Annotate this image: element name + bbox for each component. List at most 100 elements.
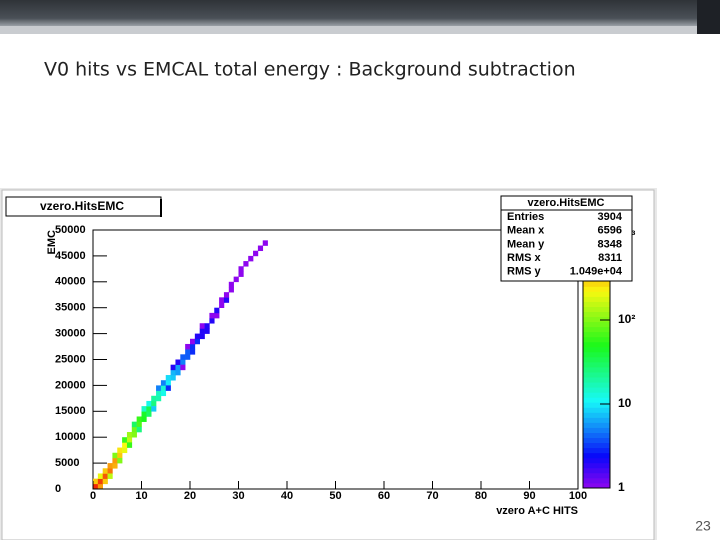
cell (160, 385, 167, 391)
cell (141, 411, 147, 417)
cell (209, 312, 215, 319)
cell (204, 328, 210, 334)
cell (223, 292, 230, 298)
palette-step (583, 462, 610, 469)
cell (146, 411, 152, 417)
palette-step (583, 301, 610, 307)
stats-label: Entries (507, 211, 544, 223)
cell (185, 349, 191, 355)
cell (165, 380, 171, 386)
y-tick-label: 40000 (55, 276, 86, 288)
y-tick-label: 5000 (55, 457, 79, 469)
cell (170, 364, 176, 371)
palette-step (583, 402, 610, 408)
cell (112, 452, 118, 459)
palette-step (583, 286, 610, 292)
top-bar (0, 0, 720, 26)
cell (185, 343, 191, 350)
palette-step (583, 346, 610, 353)
palette-step (583, 311, 610, 318)
palette-step (583, 452, 610, 459)
cell (223, 297, 230, 303)
x-tick-label: 20 (184, 490, 196, 502)
cell (194, 333, 200, 340)
stats-value: 6596 (598, 225, 622, 237)
palette-step (583, 291, 610, 297)
cell (175, 359, 181, 365)
palette-step (583, 331, 610, 338)
cell (146, 400, 152, 407)
palette-step (583, 377, 610, 383)
cell (214, 312, 220, 319)
cell (112, 457, 118, 464)
cell (253, 250, 259, 257)
cell (93, 478, 99, 485)
cell (238, 271, 244, 277)
cell (126, 437, 133, 443)
y-axis-title: EMC (46, 230, 58, 255)
palette-step (583, 432, 610, 438)
cell (131, 432, 137, 438)
stats-value: 1.049e+04 (570, 266, 623, 278)
palette-step (583, 457, 610, 464)
page-number: 23 (695, 518, 711, 534)
cell (233, 276, 239, 283)
cell (170, 375, 176, 381)
stats-label: RMS y (507, 266, 542, 278)
cell (190, 349, 196, 355)
cell (180, 354, 186, 360)
x-tick-label: 0 (90, 490, 96, 502)
y-tick-label: 15000 (55, 405, 86, 417)
cell (117, 452, 123, 459)
cell (219, 297, 225, 303)
stats-value: 3904 (598, 211, 623, 223)
cell (204, 323, 210, 329)
y-tick-label: 35000 (55, 302, 86, 314)
stats-label: RMS x (507, 252, 542, 264)
palette-step (583, 316, 610, 323)
palette-step (583, 356, 610, 363)
x-tick-label: 30 (232, 490, 244, 502)
cell (248, 255, 254, 262)
cell (102, 473, 108, 479)
x-tick-label: 10 (135, 490, 147, 502)
cell (199, 323, 205, 329)
cell (190, 343, 196, 350)
cell (97, 483, 103, 490)
cell (102, 468, 108, 474)
cell (228, 281, 234, 288)
palette-step (583, 482, 610, 489)
cell (199, 333, 205, 340)
x-tick-label: 60 (378, 490, 390, 502)
palette-step (583, 326, 610, 333)
x-tick-label: 40 (281, 490, 293, 502)
palette-step (583, 442, 610, 449)
cell (141, 416, 147, 422)
palette-step (583, 382, 610, 388)
histogram-title: vzero.HitsEMC (40, 199, 124, 213)
cell (122, 442, 128, 448)
x-tick-label: 70 (426, 490, 438, 502)
palette-step (583, 477, 610, 484)
cell (175, 369, 181, 376)
palette-step (583, 367, 610, 373)
cell (209, 318, 215, 324)
cell (146, 406, 152, 412)
cell (180, 359, 186, 365)
cell (117, 447, 123, 454)
cell (102, 478, 108, 485)
cell (156, 395, 162, 402)
cell (151, 395, 157, 402)
y-tick-label: 45000 (55, 250, 86, 262)
cell (228, 286, 234, 293)
cell (107, 468, 113, 474)
cell (214, 307, 220, 314)
y-tick-label: 25000 (55, 353, 86, 365)
cell (126, 432, 133, 438)
y-tick-label: 0 (55, 483, 61, 495)
palette-step (583, 437, 610, 444)
y-tick-label: 10000 (55, 431, 86, 443)
cell (122, 437, 128, 443)
slide-title: V0 hits vs EMCAL total energy : Backgrou… (44, 59, 576, 81)
